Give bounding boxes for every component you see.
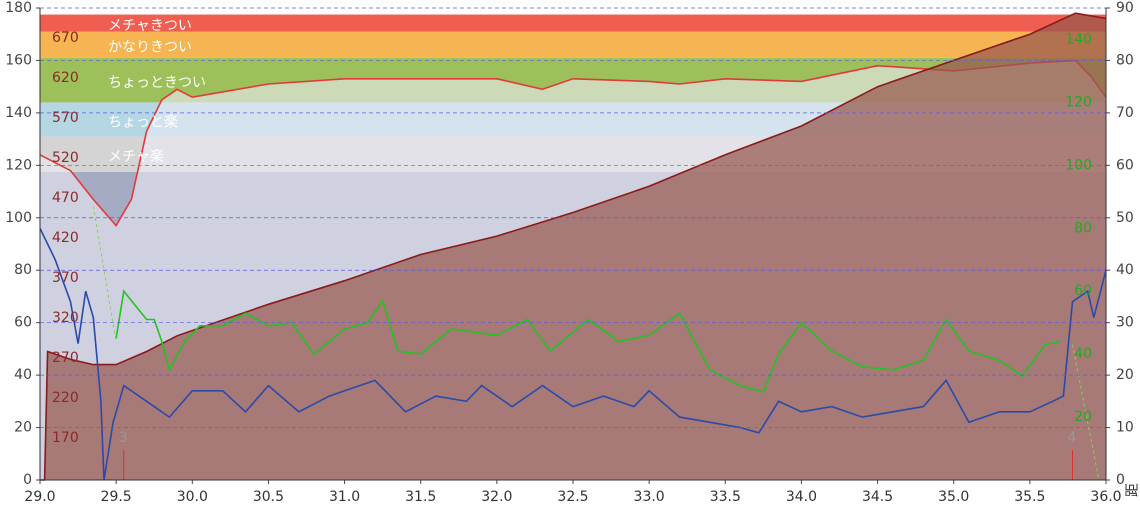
y4-tick-label: 570 [52, 110, 79, 126]
x-tick-label: 33.5 [710, 489, 741, 505]
series-line [39, 227, 1107, 481]
x-tick-label: 33.0 [634, 489, 665, 505]
x-tick-label: 34.0 [786, 489, 817, 505]
x-tick-label: 34.5 [862, 489, 893, 505]
y2-tick-label: 60 [1116, 157, 1134, 173]
y4-tick-label: 320 [52, 310, 79, 326]
x-tick-label: 32.0 [481, 489, 512, 505]
y3-tick-label: 80 [1074, 220, 1092, 236]
y2-tick-label: 20 [1116, 367, 1134, 383]
zone-label: メチャきつい [108, 18, 192, 34]
x-tick-label: 29.0 [24, 489, 55, 505]
y3-tick-label: 60 [1074, 283, 1092, 299]
zone-label: かなりきつい [108, 40, 192, 56]
zone-band [40, 31, 1106, 58]
x-tick-label: 31.0 [329, 489, 360, 505]
x-axis-label: 距 [1125, 483, 1140, 497]
series-line [1072, 344, 1099, 477]
zone-band [40, 14, 1106, 32]
x-tick-label: 32.5 [557, 489, 588, 505]
y2-tick-label: 40 [1116, 262, 1134, 278]
series-line [40, 12, 1107, 481]
y4-tick-label: 620 [52, 70, 79, 86]
y3-tick-label: 120 [1065, 94, 1092, 110]
series-line [115, 289, 1061, 393]
y4-tick-label: 520 [52, 150, 79, 166]
x-tick-label: 36.0 [1090, 489, 1121, 505]
zone-label: メチャ楽 [108, 149, 164, 165]
y-tick-label: 0 [23, 472, 32, 488]
series-area [40, 13, 1106, 480]
y2-tick-label: 90 [1116, 0, 1134, 16]
y-tick-label: 140 [5, 105, 32, 121]
zone-label: ちょっと楽 [108, 114, 178, 130]
x-tick-label: 30.5 [253, 489, 284, 505]
y4-tick-label: 470 [52, 190, 79, 206]
y4-tick-label: 670 [52, 30, 79, 46]
y4-tick-label: 270 [52, 350, 79, 366]
x-tick-label: 31.5 [405, 489, 436, 505]
y-tick-label: 80 [14, 262, 32, 278]
x-tick-label: 35.0 [938, 489, 969, 505]
y-tick-label: 60 [14, 315, 32, 331]
y2-tick-label: 80 [1116, 52, 1134, 68]
y-tick-label: 160 [5, 52, 32, 68]
y3-tick-label: 20 [1074, 409, 1092, 425]
y-tick-label: 20 [14, 420, 32, 436]
x-tick-label: 29.5 [101, 489, 132, 505]
y-tick-label: 100 [5, 210, 32, 226]
y2-tick-label: 10 [1116, 420, 1134, 436]
lap-label: 3 [119, 430, 128, 446]
y2-tick-label: 50 [1116, 210, 1134, 226]
y2-tick-label: 70 [1116, 105, 1134, 121]
y4-tick-label: 370 [52, 270, 79, 286]
y-tick-label: 120 [5, 157, 32, 173]
lap-label: 4 [1067, 430, 1076, 446]
y4-tick-label: 220 [52, 390, 79, 406]
x-tick-label: 35.5 [1014, 489, 1045, 505]
y4-tick-label: 420 [52, 230, 79, 246]
y3-tick-label: 140 [1065, 31, 1092, 47]
zone-label: ちょっときつい [108, 75, 206, 91]
y3-tick-label: 40 [1074, 346, 1092, 362]
y-tick-label: 180 [5, 0, 32, 16]
x-tick-label: 30.0 [177, 489, 208, 505]
y4-tick-label: 170 [52, 430, 79, 446]
y3-tick-label: 100 [1065, 157, 1092, 173]
series-line [92, 206, 117, 342]
y2-tick-label: 30 [1116, 315, 1134, 331]
y-tick-label: 40 [14, 367, 32, 383]
y2-tick-label: 0 [1116, 472, 1125, 488]
